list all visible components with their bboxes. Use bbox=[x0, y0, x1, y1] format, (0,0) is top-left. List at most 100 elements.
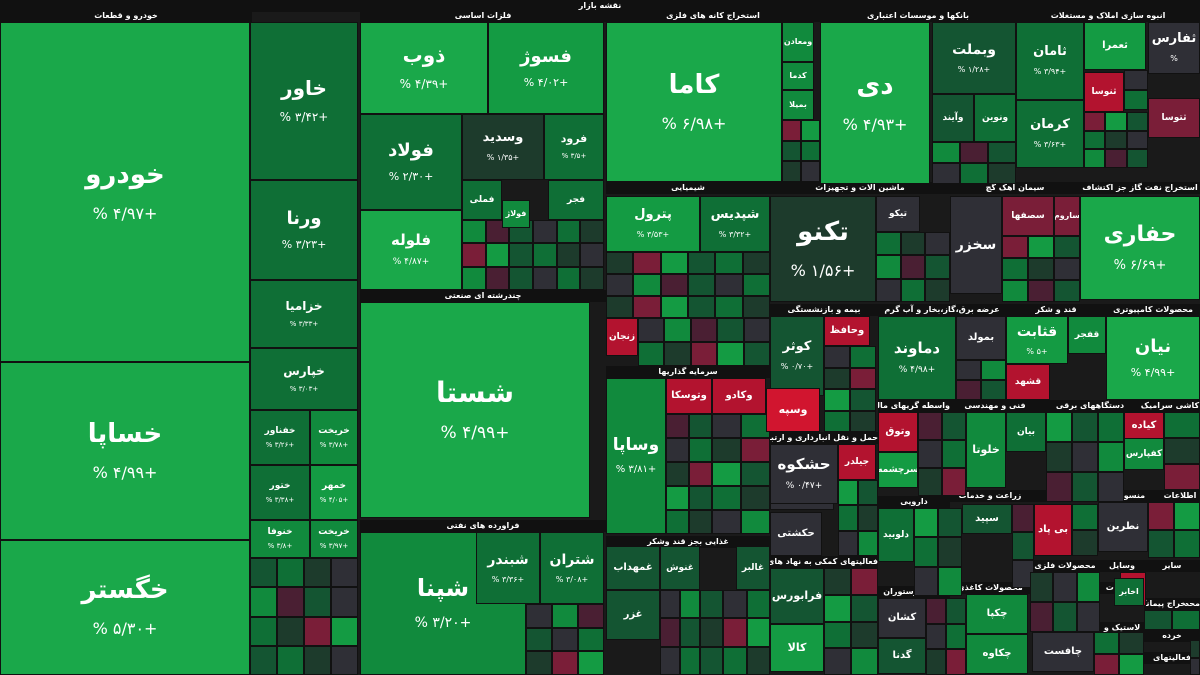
stock-tile-small[interactable] bbox=[552, 651, 578, 675]
stock-tile-small[interactable] bbox=[556, 243, 581, 267]
stock-tile-small[interactable] bbox=[509, 243, 533, 267]
stock-tile-small[interactable] bbox=[851, 648, 878, 675]
stock-tile-small[interactable] bbox=[331, 645, 358, 675]
stock-tile[interactable]: غمهداب bbox=[606, 546, 660, 590]
stock-tile[interactable]: خساپا +۴/۹۹ % bbox=[0, 362, 250, 540]
stock-tile-small[interactable] bbox=[1190, 657, 1200, 675]
stock-tile-small[interactable] bbox=[689, 462, 712, 486]
stock-tile-small[interactable] bbox=[660, 646, 680, 675]
stock-tile-small[interactable] bbox=[277, 645, 304, 675]
stock-tile-small[interactable] bbox=[633, 274, 661, 296]
stock-tile-small[interactable] bbox=[664, 318, 691, 342]
stock-tile[interactable]: فلوله +۴/۸۷ % bbox=[360, 210, 462, 290]
stock-tile[interactable]: خلوتا bbox=[966, 412, 1006, 488]
stock-tile[interactable]: فرابورس bbox=[770, 568, 824, 624]
stock-tile-small[interactable] bbox=[1084, 149, 1106, 168]
stock-tile[interactable]: وسدید +۱/۳۵ % bbox=[462, 114, 544, 180]
stock-tile[interactable]: وساپا +۳/۸۱ % bbox=[606, 378, 666, 534]
stock-tile-small[interactable] bbox=[925, 232, 950, 256]
stock-tile[interactable]: ومعادن bbox=[782, 22, 814, 62]
stock-tile[interactable]: سخزر bbox=[950, 196, 1002, 294]
stock-tile-small[interactable] bbox=[660, 618, 680, 647]
stock-tile-small[interactable] bbox=[680, 618, 700, 647]
stock-tile-small[interactable] bbox=[1126, 112, 1148, 131]
stock-tile[interactable]: کشان bbox=[878, 598, 926, 638]
stock-tile-small[interactable] bbox=[741, 510, 770, 534]
stock-tile-small[interactable] bbox=[914, 537, 938, 567]
stock-tile-small[interactable] bbox=[680, 590, 700, 619]
stock-tile-small[interactable] bbox=[1076, 602, 1100, 632]
stock-tile-small[interactable] bbox=[1124, 70, 1148, 90]
stock-tile[interactable]: خریخت +۳/۹۷ % bbox=[310, 520, 358, 558]
stock-tile-small[interactable] bbox=[1012, 532, 1034, 560]
stock-tile[interactable]: چافست bbox=[1032, 632, 1094, 672]
stock-tile-small[interactable] bbox=[680, 646, 700, 675]
stock-tile-small[interactable] bbox=[712, 462, 741, 486]
stock-tile-small[interactable] bbox=[1105, 149, 1127, 168]
stock-tile[interactable]: قفجر bbox=[1068, 316, 1106, 354]
stock-tile[interactable]: ساروم bbox=[1054, 196, 1080, 236]
stock-tile-small[interactable] bbox=[981, 360, 1006, 380]
stock-tile[interactable]: شپدیس +۳/۳۲ % bbox=[700, 196, 770, 252]
stock-tile[interactable]: ثفارس% bbox=[1148, 22, 1200, 74]
stock-tile-small[interactable] bbox=[1072, 412, 1098, 442]
stock-tile-small[interactable] bbox=[304, 558, 331, 588]
stock-tile-small[interactable] bbox=[717, 342, 744, 366]
stock-tile-small[interactable] bbox=[509, 266, 533, 290]
stock-tile-small[interactable] bbox=[988, 142, 1016, 163]
stock-tile-small[interactable] bbox=[633, 252, 661, 274]
stock-tile-small[interactable] bbox=[1148, 502, 1174, 530]
stock-tile-small[interactable] bbox=[1076, 572, 1100, 602]
stock-tile[interactable]: خفناور +۳/۲۶ % bbox=[250, 410, 310, 465]
stock-tile-small[interactable] bbox=[666, 510, 689, 534]
stock-tile-small[interactable] bbox=[689, 414, 712, 438]
stock-tile[interactable]: ختور +۳/۳۸ % bbox=[250, 465, 310, 520]
stock-tile-small[interactable] bbox=[938, 566, 962, 596]
stock-tile-small[interactable] bbox=[741, 486, 770, 510]
stock-tile[interactable]: خگستر +۵/۳۰ % bbox=[0, 540, 250, 675]
stock-tile[interactable]: خمهر +۴/۰۵ % bbox=[310, 465, 358, 520]
stock-tile-small[interactable] bbox=[331, 616, 358, 646]
stock-tile[interactable]: دلوبید bbox=[878, 508, 914, 562]
stock-tile-small[interactable] bbox=[723, 646, 747, 675]
stock-tile-small[interactable] bbox=[900, 278, 926, 302]
stock-tile-small[interactable] bbox=[824, 648, 851, 675]
stock-tile[interactable]: سپید bbox=[962, 504, 1012, 534]
stock-tile-small[interactable] bbox=[858, 505, 878, 531]
stock-tile[interactable]: اخابر bbox=[1114, 578, 1144, 606]
stock-tile[interactable]: حشکوه +۰/۴۷ % bbox=[770, 444, 838, 504]
stock-tile-small[interactable] bbox=[1030, 602, 1054, 632]
stock-tile-small[interactable] bbox=[1164, 412, 1200, 438]
stock-tile-small[interactable] bbox=[838, 480, 858, 506]
stock-tile-small[interactable] bbox=[462, 220, 486, 244]
stock-tile-small[interactable] bbox=[988, 163, 1016, 184]
stock-tile-small[interactable] bbox=[743, 318, 770, 342]
stock-tile[interactable]: ورنا +۳/۲۳ % bbox=[250, 180, 358, 280]
stock-tile-small[interactable] bbox=[1046, 442, 1072, 472]
stock-tile-small[interactable] bbox=[689, 486, 712, 510]
stock-tile-small[interactable] bbox=[741, 438, 770, 462]
stock-tile-small[interactable] bbox=[1098, 412, 1124, 442]
stock-tile-small[interactable] bbox=[801, 120, 820, 141]
stock-tile[interactable]: چکاوه bbox=[966, 634, 1028, 674]
stock-tile[interactable]: پترول +۳/۵۳ % bbox=[606, 196, 700, 252]
stock-tile[interactable]: دماوند +۴/۹۸ % bbox=[878, 316, 956, 400]
stock-tile-small[interactable] bbox=[914, 508, 938, 538]
stock-tile-small[interactable] bbox=[660, 274, 688, 296]
stock-tile[interactable]: بمولد bbox=[956, 316, 1006, 360]
stock-tile-small[interactable] bbox=[824, 410, 850, 432]
stock-tile-small[interactable] bbox=[746, 590, 770, 619]
stock-tile-small[interactable] bbox=[942, 468, 966, 496]
stock-tile-small[interactable] bbox=[824, 594, 851, 622]
stock-tile-small[interactable] bbox=[578, 627, 604, 652]
stock-tile-small[interactable] bbox=[900, 255, 926, 279]
stock-tile-small[interactable] bbox=[851, 621, 878, 649]
stock-tile-small[interactable] bbox=[926, 598, 946, 624]
stock-tile[interactable]: کاما +۶/۹۸ % bbox=[606, 22, 782, 182]
stock-tile-small[interactable] bbox=[900, 232, 926, 256]
stock-tile-small[interactable] bbox=[1190, 640, 1200, 658]
stock-tile-small[interactable] bbox=[824, 389, 850, 411]
stock-tile[interactable]: حکشتی bbox=[770, 512, 822, 556]
stock-tile-small[interactable] bbox=[1124, 90, 1148, 110]
stock-tile-small[interactable] bbox=[918, 440, 942, 468]
